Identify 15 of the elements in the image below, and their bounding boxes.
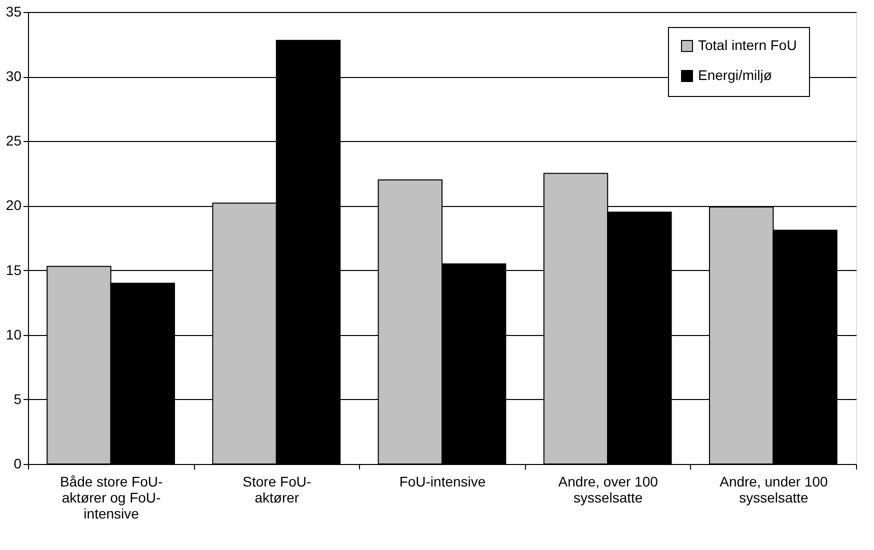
y-tick-label: 35 [6,4,22,20]
y-tick-label: 30 [6,68,22,84]
x-tick-label: Andre, under 100 sysselsatte [720,474,828,506]
legend-label: Total intern FoU [698,37,797,53]
x-tick-label: Store FoU-aktører [242,474,312,506]
y-tick-label: 20 [6,197,22,214]
y-tick-label: 15 [6,262,22,278]
x-tick-label: Andre, over 100 sysselsatte [558,474,658,506]
x-tick-label: FoU-intensive [399,474,486,490]
y-tick-label: 5 [14,390,22,407]
x-tick-label: Både store FoU-aktører og FoU-intensive [60,474,163,522]
y-tick-label: 10 [6,326,22,342]
legend-label: Energi/miljø [698,67,772,83]
y-tick-label: 25 [6,132,22,149]
y-tick-label: 0 [14,456,22,472]
